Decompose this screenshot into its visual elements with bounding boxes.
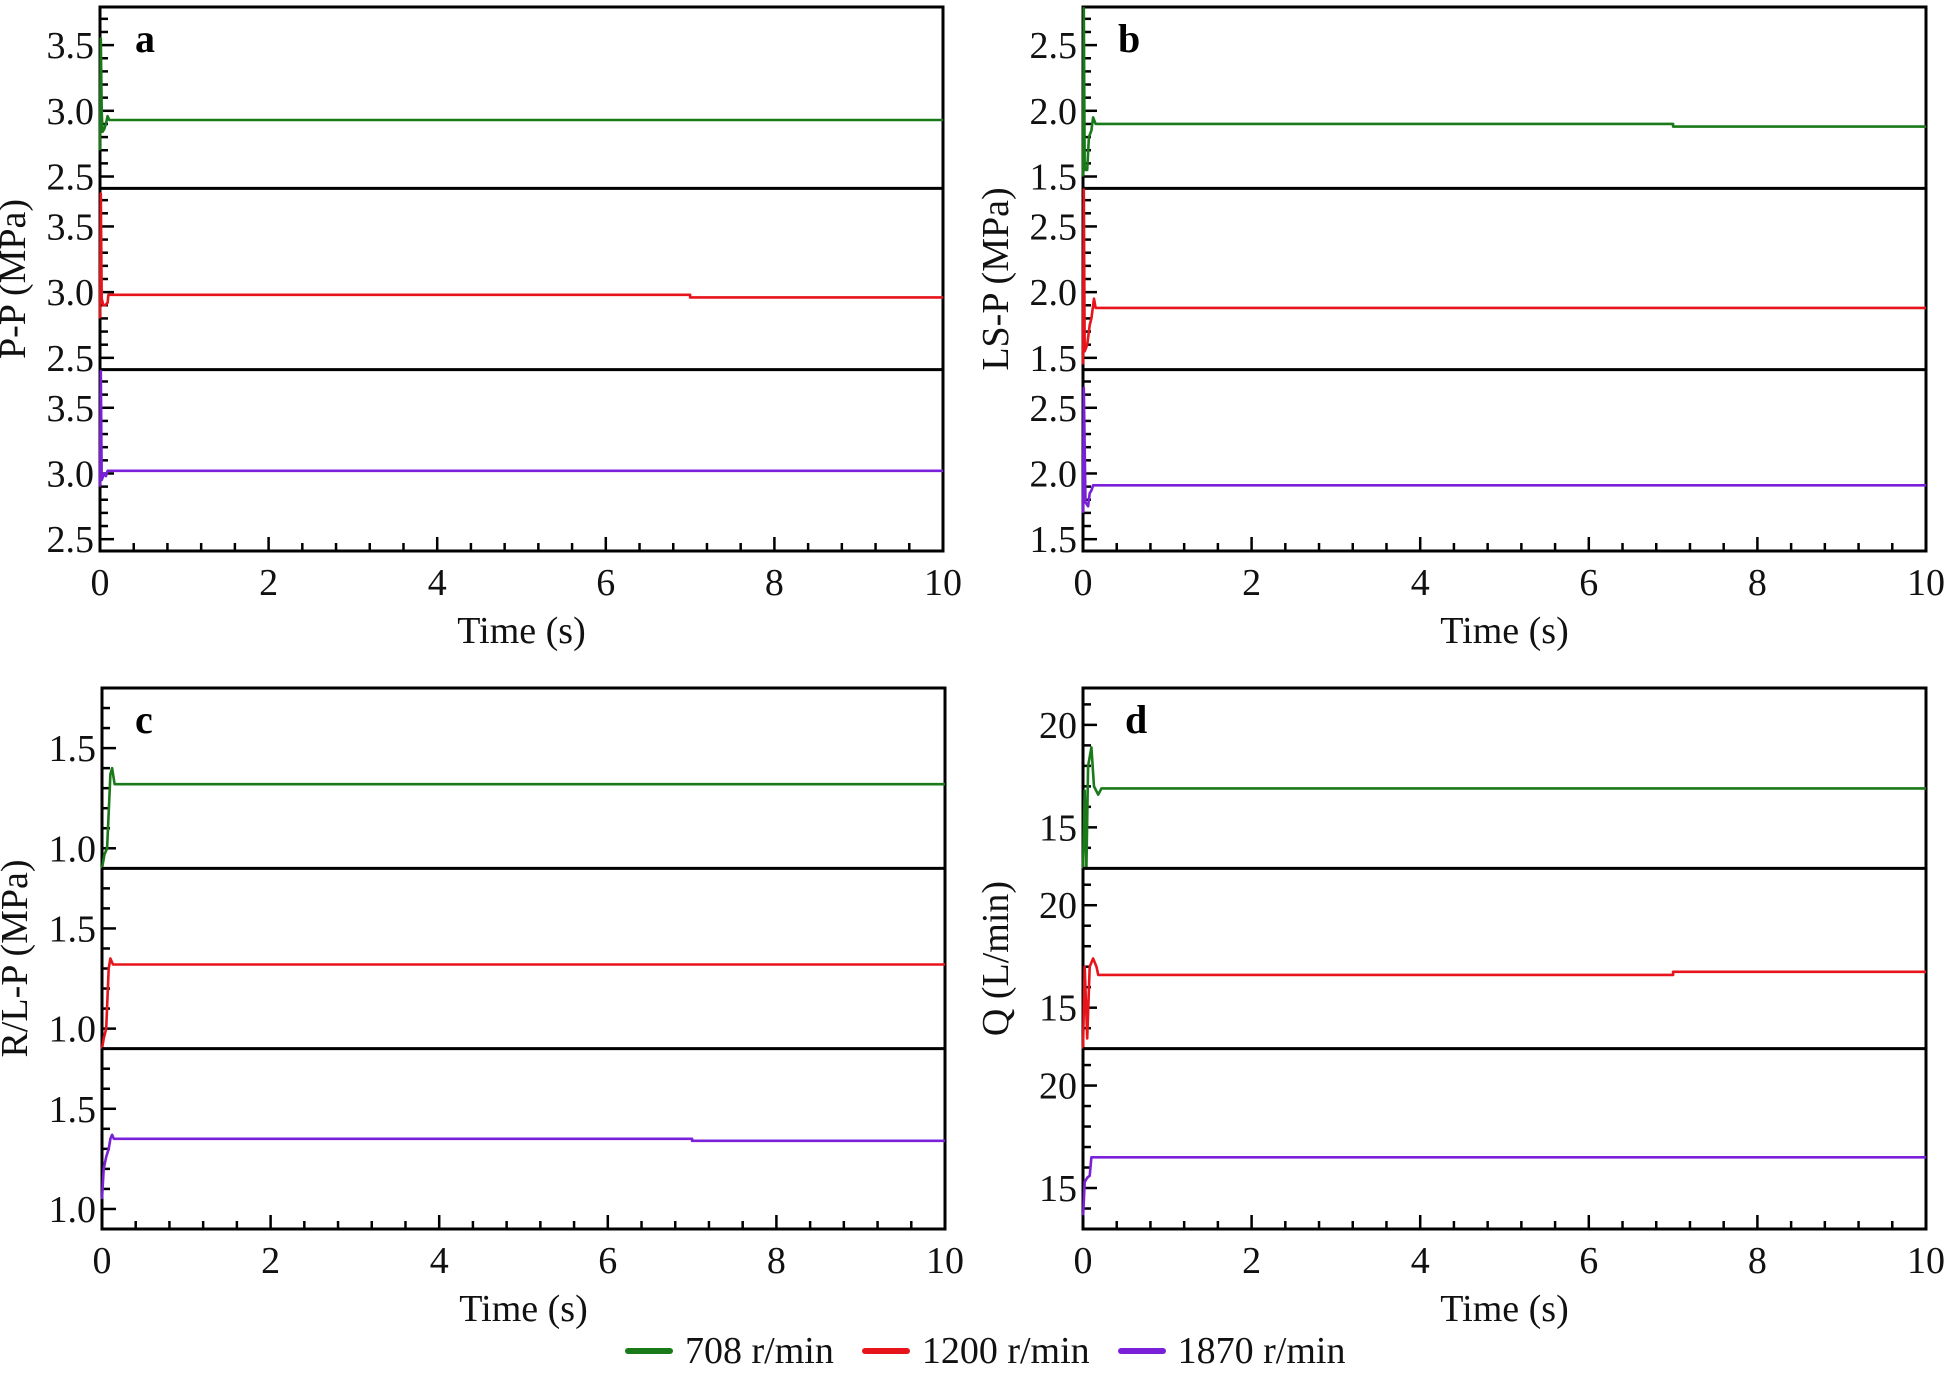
legend-swatch-1870 — [1117, 1348, 1166, 1354]
series-line-1870-panel-c — [100, 1133, 945, 1199]
y-tick-label: 1.0 — [49, 828, 97, 870]
x-tick-label: 6 — [596, 562, 615, 604]
y-tick-label: 2.0 — [1030, 91, 1078, 133]
x-axis-title: Time (s) — [1440, 1288, 1568, 1330]
y-tick-label: 15 — [1039, 988, 1077, 1030]
series-line-1200-panel-b — [1081, 188, 1926, 365]
y-tick-label: 20 — [1039, 705, 1077, 747]
x-tick-label: 2 — [1242, 562, 1261, 604]
y-tick-label: 3.0 — [47, 453, 95, 495]
panel-frame-b — [1081, 5, 1928, 553]
x-tick-label: 10 — [924, 562, 962, 604]
y-tick-label: 15 — [1039, 807, 1077, 849]
panel-frame-a — [98, 5, 945, 553]
x-tick-label: 4 — [428, 562, 447, 604]
series-line-708-panel-a — [98, 37, 943, 151]
y-axis-title: LS-P (MPa) — [975, 187, 1017, 370]
y-tick-label: 1.5 — [1030, 519, 1078, 561]
series-line-1200-panel-d — [1081, 957, 1926, 1049]
y-tick-label: 2.5 — [1030, 388, 1078, 430]
x-tick-label: 4 — [1411, 562, 1430, 604]
x-axis-title: Time (s) — [459, 1288, 587, 1330]
y-tick-label: 1.0 — [49, 1189, 97, 1231]
y-tick-label: 3.5 — [47, 206, 95, 248]
legend-label-708: 708 r/min — [685, 1330, 834, 1372]
x-tick-label: 0 — [93, 1240, 112, 1282]
legend-item-1870: 1870 r/min — [1117, 1329, 1346, 1373]
series-line-1870-panel-d — [1081, 1156, 1926, 1219]
x-tick-label: 0 — [1074, 562, 1093, 604]
x-tick-label: 8 — [767, 1240, 786, 1282]
x-tick-label: 10 — [1907, 1240, 1945, 1282]
y-axis-title: R/L-P (MPa) — [0, 859, 36, 1057]
series-line-1200-panel-c — [100, 957, 945, 1049]
series-line-1870-panel-a — [98, 369, 943, 487]
y-tick-label: 3.5 — [47, 388, 95, 430]
y-tick-label: 3.0 — [47, 91, 95, 133]
x-tick-label: 4 — [430, 1240, 449, 1282]
x-tick-label: 6 — [1579, 1240, 1598, 1282]
y-tick-label: 3.5 — [47, 25, 95, 67]
y-axis-title: P-P (MPa) — [0, 199, 34, 359]
panel-label-c: c — [135, 697, 153, 742]
y-axis-title: Q (L/min) — [975, 881, 1017, 1036]
y-tick-label: 1.0 — [49, 1009, 97, 1051]
series-line-708-panel-b — [1081, 7, 1926, 177]
legend-item-708: 708 r/min — [625, 1329, 834, 1373]
y-tick-label: 1.5 — [1030, 338, 1078, 380]
y-tick-label: 1.5 — [49, 908, 97, 950]
legend: 708 r/min 1200 r/min 1870 r/min — [625, 1330, 1359, 1372]
y-tick-label: 2.5 — [1030, 25, 1078, 67]
panel-frame-d — [1081, 686, 1928, 1231]
panel-label-a: a — [135, 16, 155, 61]
series-line-1870-panel-b — [1081, 386, 1926, 513]
panel-label-b: b — [1118, 16, 1140, 61]
legend-label-1200: 1200 r/min — [921, 1330, 1090, 1372]
x-tick-label: 8 — [1748, 1240, 1767, 1282]
series-line-708-panel-d — [1081, 746, 1926, 870]
y-tick-label: 2.0 — [1030, 272, 1078, 314]
y-tick-label: 20 — [1039, 1066, 1077, 1108]
y-tick-label: 20 — [1039, 885, 1077, 927]
y-tick-label: 3.0 — [47, 272, 95, 314]
x-axis-title: Time (s) — [457, 610, 585, 652]
legend-item-1200: 1200 r/min — [861, 1329, 1090, 1373]
x-tick-label: 4 — [1411, 1240, 1430, 1282]
legend-swatch-1200 — [861, 1348, 910, 1354]
y-tick-label: 2.5 — [47, 157, 95, 199]
y-tick-label: 1.5 — [49, 1089, 97, 1131]
x-tick-label: 2 — [261, 1240, 280, 1282]
x-tick-label: 6 — [1579, 562, 1598, 604]
y-tick-label: 1.5 — [49, 728, 97, 770]
panel-frame-c — [100, 686, 947, 1231]
y-tick-label: 2.5 — [47, 338, 95, 380]
x-tick-label: 2 — [259, 562, 278, 604]
legend-label-1870: 1870 r/min — [1177, 1330, 1346, 1372]
legend-swatch-708 — [625, 1348, 673, 1354]
x-tick-label: 10 — [926, 1240, 964, 1282]
x-tick-label: 2 — [1242, 1240, 1261, 1282]
series-line-1200-panel-a — [98, 192, 943, 319]
y-tick-label: 2.5 — [1030, 206, 1078, 248]
y-tick-label: 15 — [1039, 1168, 1077, 1210]
x-tick-label: 8 — [765, 562, 784, 604]
x-tick-label: 0 — [1074, 1240, 1093, 1282]
y-tick-label: 1.5 — [1030, 157, 1078, 199]
x-tick-label: 0 — [91, 562, 110, 604]
x-axis-title: Time (s) — [1440, 610, 1568, 652]
y-tick-label: 2.5 — [47, 519, 95, 561]
x-tick-label: 8 — [1748, 562, 1767, 604]
series-line-708-panel-c — [100, 766, 945, 869]
x-tick-label: 6 — [598, 1240, 617, 1282]
y-tick-label: 2.0 — [1030, 453, 1078, 495]
panel-label-d: d — [1125, 697, 1147, 742]
x-tick-label: 10 — [1907, 562, 1945, 604]
